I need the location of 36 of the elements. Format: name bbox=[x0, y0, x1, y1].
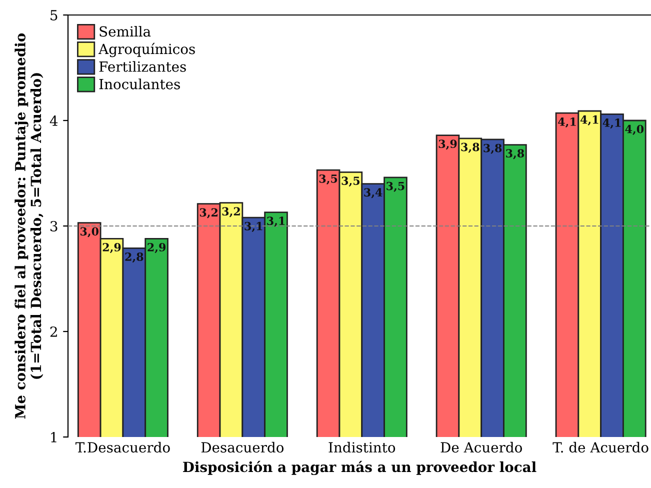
data-label: 2,9 bbox=[148, 243, 166, 254]
y-tick-label: 2 bbox=[50, 326, 57, 337]
y-tick-label: 5 bbox=[50, 10, 58, 20]
data-label: 3,5 bbox=[342, 176, 360, 187]
data-label: 3,8 bbox=[484, 144, 502, 154]
data-label: 3,5 bbox=[319, 174, 338, 185]
data-label: 3,9 bbox=[438, 140, 457, 150]
legend-label: Fertilizantes bbox=[99, 61, 186, 72]
x-tick-label: Desacuerdo bbox=[201, 442, 284, 453]
x-tick-label: T. de Acuerdo bbox=[552, 442, 648, 453]
y-tick-label: 1 bbox=[51, 432, 56, 442]
data-label: 2,9 bbox=[102, 243, 121, 254]
data-label: 4,1 bbox=[558, 117, 576, 128]
data-label: 3,5 bbox=[386, 182, 404, 192]
y-tick-label: 3 bbox=[50, 220, 58, 232]
data-label: 3,1 bbox=[244, 222, 262, 232]
x-tick-label: De Acuerdo bbox=[440, 442, 522, 453]
legend-label: Semilla bbox=[100, 26, 151, 37]
data-label: 4,1 bbox=[602, 118, 621, 129]
x-axis-title: Disposición a pagar más a un proveedor local bbox=[183, 460, 536, 476]
data-label: 3,8 bbox=[506, 149, 524, 160]
data-label: 4,1 bbox=[580, 115, 598, 126]
legend-label: Inoculantes bbox=[99, 78, 180, 90]
x-tick-label: Indistinto bbox=[328, 442, 396, 453]
data-label: 2,8 bbox=[125, 252, 144, 263]
data-label: 3,2 bbox=[200, 208, 218, 218]
data-label: 3,0 bbox=[80, 227, 98, 238]
y-axis-title: Me considero fiel al proveedor: Puntaje promedio (1=Total Desacuerdo, 5=Total Acuerdo) bbox=[14, 33, 44, 419]
x-tick-label: T.Desacuerdo bbox=[75, 442, 170, 453]
data-label: 3,2 bbox=[222, 207, 240, 218]
y-tick-label: 4 bbox=[50, 115, 58, 126]
legend-label: Agroquímicos bbox=[98, 42, 195, 58]
data-label: 3,4 bbox=[364, 188, 382, 198]
data-label: 3,1 bbox=[267, 216, 285, 227]
data-label: 3,8 bbox=[461, 142, 480, 153]
data-label: 4,0 bbox=[625, 124, 644, 135]
